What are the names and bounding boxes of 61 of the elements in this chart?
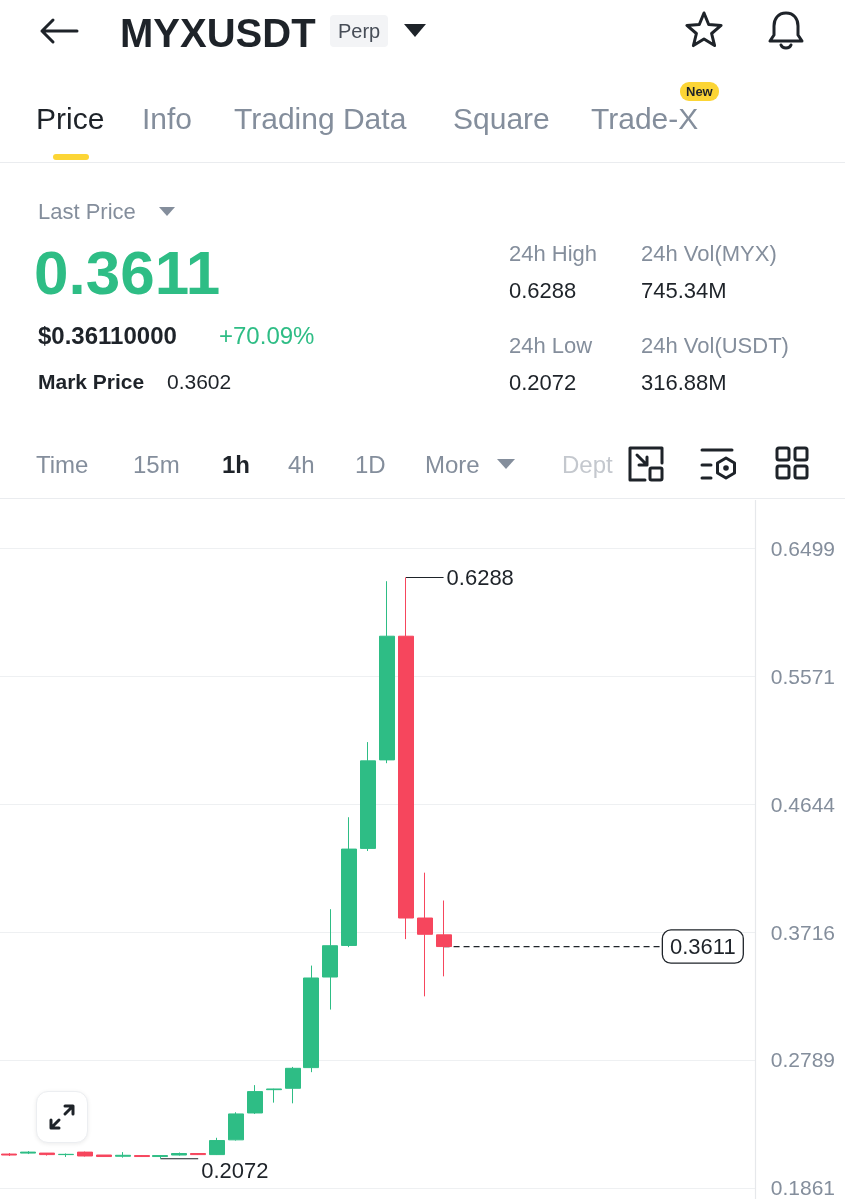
candlestick: [77, 1151, 93, 1158]
candlestick: [303, 965, 319, 1073]
y-tick-label: 0.6499: [770, 536, 835, 560]
text: Price: [36, 102, 105, 135]
candlestick: [39, 1152, 55, 1157]
text: 316.88M: [641, 370, 727, 395]
text: Mark Price: [38, 370, 145, 393]
text: 24h High: [509, 241, 598, 266]
text: 1h: [222, 451, 251, 478]
text: 4h: [288, 451, 315, 478]
text: New: [680, 82, 719, 101]
candlestick: [285, 1066, 301, 1104]
text: 0.6288: [509, 278, 577, 303]
text: MYXUSDT: [120, 11, 316, 55]
candlestick: [134, 1154, 150, 1158]
candlestick: [360, 741, 376, 852]
text: 0.3611: [34, 238, 221, 307]
candlestick: [436, 900, 452, 977]
candlestick: [341, 816, 357, 948]
candlestick: [96, 1154, 112, 1158]
candlestick: [417, 872, 433, 997]
candlestick: [209, 1137, 225, 1156]
ref-line-label: 0.3611: [670, 934, 736, 960]
candlestick: [190, 1152, 206, 1156]
text: $0.36110000: [38, 322, 177, 349]
text: 24h Low: [509, 333, 593, 358]
text: 0.3602: [167, 370, 232, 393]
text: More: [425, 451, 480, 478]
candlestick: [152, 1154, 168, 1160]
candlestick: [322, 908, 338, 1011]
text: 24h Vol(MYX): [641, 241, 777, 266]
text: 0.2072: [509, 370, 577, 395]
y-tick-label: 0.1861: [770, 1176, 835, 1199]
text: Trade-X: [591, 102, 699, 135]
candlestick: [171, 1152, 187, 1157]
candlestick: [247, 1084, 263, 1115]
annotation: 0.6288: [446, 564, 514, 590]
candlestick: [398, 576, 414, 940]
candlestick: [379, 580, 395, 764]
y-tick-label: 0.5571: [770, 664, 835, 688]
text: +70.09%: [219, 322, 315, 349]
text: Trading Data: [234, 102, 407, 135]
candlestick: [1, 1152, 17, 1157]
text: 15m: [133, 451, 180, 478]
y-tick-label: 0.4644: [770, 792, 836, 816]
text: Perp: [330, 15, 389, 47]
text: Square: [453, 102, 550, 135]
text: Last Price: [38, 199, 136, 224]
text: 24h Vol(USDT): [641, 333, 789, 358]
candlestick: [20, 1150, 36, 1155]
annotation: 0.2072: [201, 1158, 269, 1184]
y-tick-label: 0.2789: [770, 1048, 835, 1072]
text: Time: [36, 451, 89, 478]
y-tick-label: 0.3716: [770, 920, 835, 944]
candlestick: [228, 1111, 244, 1142]
candlestick: [266, 1088, 282, 1104]
candlestick: [115, 1151, 131, 1159]
text: Dept: [562, 451, 613, 478]
text: 1D: [355, 451, 386, 478]
text: Info: [142, 102, 193, 135]
text: 745.34M: [641, 278, 727, 303]
